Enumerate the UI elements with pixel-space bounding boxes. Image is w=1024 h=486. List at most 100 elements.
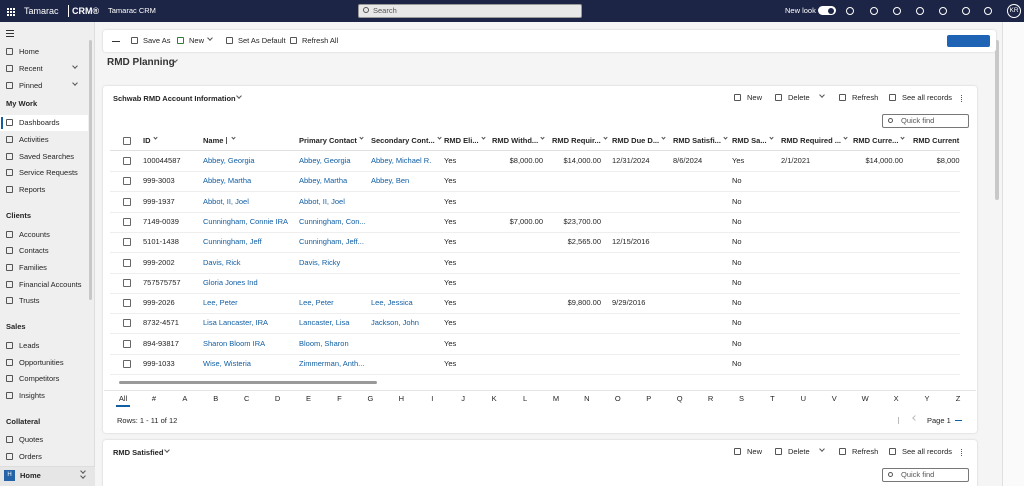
cell[interactable]: Lee, Jessica [371,298,413,308]
cell[interactable]: Abbot, II, Joel [299,196,345,206]
nav-item[interactable]: Pinned [19,81,43,90]
nav-item[interactable]: Quotes [19,435,44,444]
alphabet-filter[interactable]: B [213,394,219,403]
alphabet-filter[interactable]: Q [676,394,683,403]
cell[interactable]: Zimmerman, Anth... [299,359,365,368]
cell[interactable]: Cunningham, Connie IRA [203,216,289,226]
avatar[interactable]: KR [1007,4,1021,18]
column-header[interactable]: Secondary Cont... [371,136,435,145]
alphabet-filter[interactable]: # [151,394,156,403]
nav-item[interactable]: Opportunities [19,358,64,367]
checkbox[interactable] [123,137,131,145]
cell[interactable]: Abbey, Michael R. [371,156,432,165]
checkbox[interactable] [123,238,131,247]
nav-item[interactable]: Trusts [19,296,40,305]
alphabet-filter[interactable]: Z [955,394,961,403]
command-button[interactable]: Set As Default [238,36,286,45]
alphabet-filter[interactable]: R [707,394,714,403]
nav-item[interactable]: Financial Accounts [19,280,82,289]
alphabet-filter[interactable]: H [398,394,405,403]
panel-command[interactable]: Delete [788,447,810,456]
nav-item[interactable]: Service Requests [19,168,78,177]
alphabet-filter[interactable]: I [431,394,434,403]
checkbox[interactable] [123,177,131,186]
nav-item[interactable]: Orders [19,452,42,461]
top-icon[interactable] [939,7,947,15]
alphabet-filter[interactable]: K [491,394,497,403]
cell[interactable]: Abbey, Georgia [299,156,351,165]
column-header[interactable]: RMD Eli... [444,136,479,145]
alphabet-filter[interactable]: O [614,394,621,403]
cell[interactable]: Jackson, John [371,318,419,328]
nav-item[interactable]: Contacts [19,246,49,255]
cell[interactable]: Lee, Peter [203,298,238,308]
column-header[interactable]: Primary Contact [299,136,357,145]
nav-item[interactable]: Home [19,47,40,56]
cell[interactable]: Lisa Lancaster, IRA [203,318,269,328]
alphabet-filter[interactable]: E [306,394,312,403]
nav-item[interactable]: Competitors [19,374,60,383]
checkbox[interactable] [123,197,131,206]
alphabet-filter[interactable]: W [861,394,869,403]
nav-item[interactable]: Leads [19,341,40,350]
cell[interactable]: Abbey, Martha [203,176,252,186]
column-header[interactable]: RMD Required ... [781,136,842,145]
column-header[interactable]: ID [143,136,151,145]
cell[interactable]: Wise, Wisteria [203,359,251,368]
column-header[interactable]: RMD Due D... [612,136,660,145]
nav-item[interactable]: Reports [19,185,46,194]
quick-find-box[interactable] [882,114,969,128]
cell[interactable]: Lee, Peter [299,298,334,308]
command-button[interactable]: New [189,36,205,45]
alphabet-filter[interactable]: All [118,394,128,403]
alphabet-filter[interactable]: J [461,394,466,403]
cell[interactable]: Bloom, Sharon [299,338,349,348]
alphabet-filter[interactable]: F [337,394,342,403]
panel-command[interactable]: See all records [902,447,953,456]
top-icon[interactable] [984,7,992,15]
search-box[interactable] [358,4,582,18]
nav-item[interactable]: Insights [19,391,45,400]
nav-item[interactable]: Recent [19,64,43,73]
alphabet-filter[interactable]: X [893,394,899,403]
column-header[interactable]: RMD Requir... [552,136,601,145]
cell[interactable]: Cunningham, Con... [299,216,366,226]
cell[interactable]: Cunningham, Jeff [203,237,262,247]
panel-command[interactable]: Delete [788,93,810,102]
cell[interactable]: Davis, Ricky [299,257,341,267]
alphabet-filter[interactable]: G [367,394,374,403]
checkbox[interactable] [123,299,131,308]
panel-command[interactable]: Refresh [852,93,879,102]
command-button[interactable]: Refresh All [302,36,339,45]
share-button[interactable] [947,35,990,47]
checkbox[interactable] [123,258,131,267]
column-header[interactable]: RMD Sa... [732,136,767,145]
nav-item[interactable]: Accounts [19,230,50,239]
top-icon[interactable] [870,7,878,15]
alphabet-filter[interactable]: V [831,394,837,403]
alphabet-filter[interactable]: Y [924,394,930,403]
area-switcher[interactable] [0,466,95,486]
nav-item[interactable]: Activities [19,135,49,144]
alphabet-filter[interactable]: U [800,394,807,403]
cell[interactable]: Abbot, II, Joel [203,196,249,206]
panel-command[interactable]: New [747,93,763,102]
alphabet-filter[interactable]: C [243,394,250,403]
cell[interactable]: Davis, Rick [203,257,241,267]
column-header[interactable]: RMD Curre... [853,136,899,145]
alphabet-filter[interactable]: M [552,394,560,403]
quick-find-box[interactable] [882,468,969,482]
column-header[interactable]: RMD Withd... [492,136,539,145]
cell[interactable]: Sharon Bloom IRA [203,338,266,348]
checkbox[interactable] [123,217,131,226]
nav-item[interactable]: Saved Searches [19,152,75,161]
cell[interactable]: Cunningham, Jeff... [299,237,364,247]
checkbox[interactable] [123,319,131,328]
checkbox[interactable] [123,278,131,287]
cell[interactable]: Abbey, Georgia [203,156,255,165]
command-button[interactable]: Save As [143,36,171,45]
checkbox[interactable] [123,360,131,368]
alphabet-filter[interactable]: P [646,394,652,403]
alphabet-filter[interactable]: A [182,394,188,403]
alphabet-filter[interactable]: D [274,394,281,403]
